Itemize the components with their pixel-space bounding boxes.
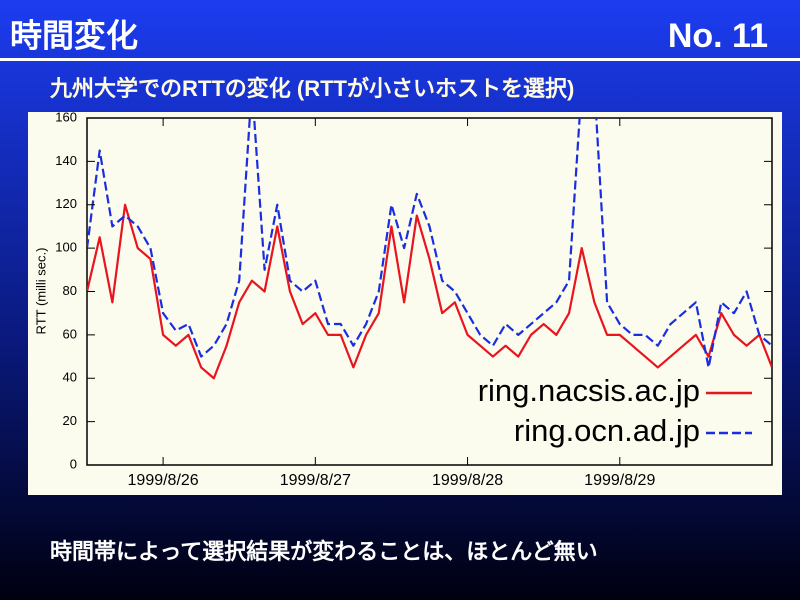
legend-label: ring.nacsis.ac.jp bbox=[478, 373, 700, 408]
series-line bbox=[87, 118, 772, 369]
y-tick-label: 40 bbox=[63, 370, 77, 385]
title-rule bbox=[0, 58, 800, 61]
y-tick-label: 80 bbox=[63, 283, 77, 298]
y-tick-label: 60 bbox=[63, 326, 77, 341]
subtitle: 九州大学でのRTTの変化 (RTTが小さいホストを選択) bbox=[49, 76, 574, 101]
y-tick-label: 160 bbox=[55, 109, 77, 124]
slide-title: 時間変化 bbox=[10, 17, 138, 53]
footnote: 時間帯によって選択結果が変わることは、ほとんど無い bbox=[50, 539, 598, 564]
series-line bbox=[87, 203, 772, 380]
legend-label: ring.ocn.ad.jp bbox=[514, 413, 700, 448]
y-tick-label: 100 bbox=[55, 240, 77, 255]
y-axis-label: RTT (milli sec.) bbox=[33, 248, 48, 335]
plot-frame bbox=[86, 117, 773, 466]
plot-area bbox=[87, 118, 772, 380]
x-tick-label: 1999/8/29 bbox=[584, 472, 655, 489]
y-tick-label: 140 bbox=[55, 153, 77, 168]
x-tick-label: 1999/8/27 bbox=[280, 472, 351, 489]
y-tick-label: 20 bbox=[63, 413, 77, 428]
y-tick-label: 120 bbox=[55, 196, 77, 211]
x-tick-label: 1999/8/28 bbox=[432, 472, 503, 489]
y-tick-label: 0 bbox=[70, 456, 77, 471]
x-tick-label: 1999/8/26 bbox=[128, 472, 199, 489]
slide-number: No. 11 bbox=[668, 17, 768, 55]
